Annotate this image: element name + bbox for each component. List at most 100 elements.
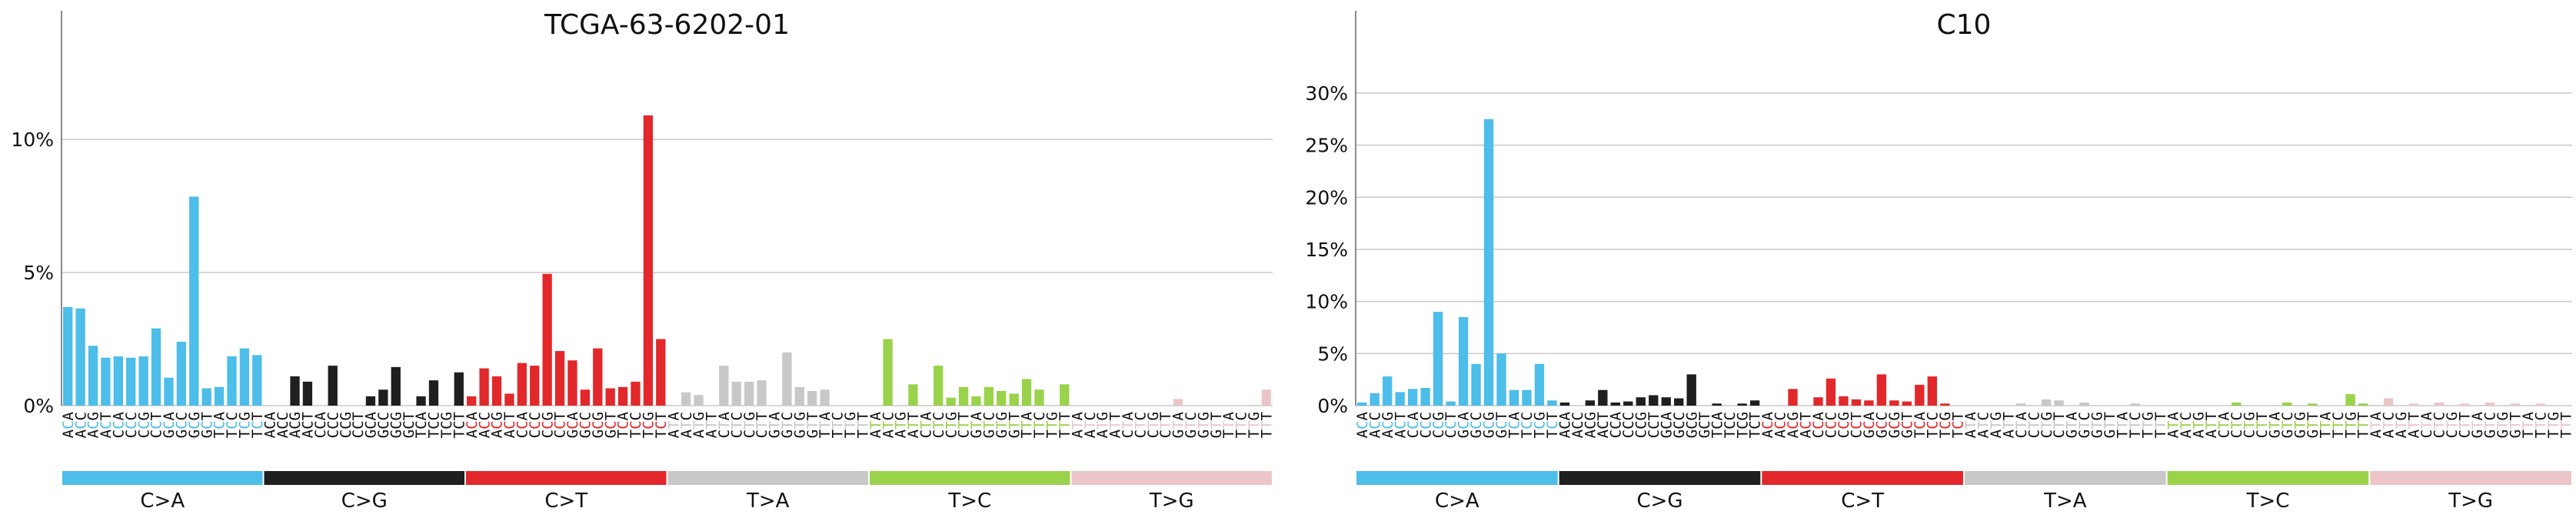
- x-tick-label: CCT: [1646, 412, 1662, 438]
- bar: [1674, 398, 1684, 406]
- bar: [1060, 384, 1070, 406]
- bar: [782, 352, 792, 406]
- y-tick-label: 10%: [11, 129, 54, 151]
- x-tick-label: ACA: [464, 411, 481, 438]
- chart-title: TCGA-63-6202-01: [544, 9, 790, 41]
- bar: [1610, 402, 1621, 406]
- y-tick-label: 0%: [1317, 395, 1348, 417]
- x-tick-label: TTA: [1019, 411, 1036, 438]
- bar: [731, 381, 741, 406]
- x-tick-label: GTA: [2469, 411, 2486, 438]
- x-tick-label: CCT: [1849, 412, 1865, 438]
- x-tick-label: CTC: [728, 412, 745, 438]
- bar: [530, 366, 540, 406]
- x-tick-label: CTA: [1120, 411, 1137, 438]
- x-tick-label: TCG: [237, 412, 254, 438]
- x-tick-label: ATG: [1094, 412, 1111, 438]
- bar: [908, 384, 918, 406]
- x-tick-label: GTG: [791, 412, 808, 438]
- x-tick-label: GTG: [2494, 412, 2511, 438]
- x-tick-label: CTT: [2254, 412, 2271, 438]
- x-tick-label: TCT: [1949, 412, 1966, 438]
- bar: [2015, 403, 2026, 406]
- x-tick-label: TTC: [2127, 412, 2144, 438]
- x-tick-label: GTA: [1170, 411, 1187, 438]
- bar: [593, 348, 603, 406]
- x-tick-label: TCA: [615, 411, 632, 438]
- y-tick-label: 20%: [1305, 186, 1348, 209]
- x-tick-label: ACT: [501, 412, 518, 438]
- x-tick-label: CCT: [552, 412, 569, 438]
- bar: [1395, 392, 1405, 406]
- bar: [1433, 312, 1443, 406]
- x-tick-label: TTC: [830, 412, 847, 438]
- x-tick-label: GCA: [1658, 411, 1675, 438]
- x-tick-label: TCA: [1506, 411, 1523, 438]
- bar: [1261, 389, 1271, 406]
- bar: [1522, 389, 1532, 406]
- x-tick-label: ACG: [489, 412, 506, 438]
- bar: [2510, 403, 2521, 406]
- bar: [391, 366, 401, 406]
- mutation-band: [62, 471, 263, 485]
- bar: [1661, 397, 1671, 406]
- mutation-band: [870, 471, 1070, 485]
- bar: [807, 390, 817, 406]
- x-tick-label: TCC: [224, 412, 241, 438]
- mutation-type-label: C>A: [140, 490, 185, 513]
- bar: [1851, 399, 1862, 406]
- bar: [1547, 400, 1557, 406]
- x-tick-label: TTA: [2115, 411, 2132, 438]
- x-tick-label: GCC: [577, 412, 594, 438]
- x-tick-label: CTC: [930, 412, 947, 438]
- bar: [1009, 393, 1019, 406]
- y-tick-label: 5%: [23, 262, 54, 284]
- x-tick-label: GTA: [767, 411, 784, 438]
- x-tick-label: ACC: [1366, 412, 1383, 438]
- x-tick-label: TTT: [2355, 412, 2372, 438]
- x-tick-label: GCG: [186, 412, 203, 438]
- x-tick-label: ATT: [704, 412, 721, 438]
- bar: [302, 381, 313, 406]
- bar: [1940, 403, 1950, 406]
- x-tick-label: CCG: [135, 412, 152, 438]
- x-tick-label: TTC: [1031, 412, 1048, 438]
- x-tick-label: TTG: [1044, 412, 1061, 438]
- bar: [2383, 398, 2394, 406]
- bar: [365, 396, 376, 406]
- x-tick-label: GCA: [363, 411, 380, 438]
- x-tick-label: CTA: [2418, 411, 2435, 438]
- bar: [1173, 399, 1183, 406]
- x-tick-label: TCA: [1912, 411, 1929, 438]
- x-tick-label: GTT: [1208, 412, 1225, 438]
- bar: [2282, 402, 2292, 406]
- x-tick-label: CCC: [1620, 412, 1637, 438]
- mutation-type-label: T>C: [2246, 490, 2290, 513]
- x-tick-label: ACG: [1785, 412, 1802, 438]
- x-tick-label: TTA: [817, 411, 834, 438]
- x-tick-label: ATT: [2000, 412, 2017, 438]
- bar: [1559, 402, 1570, 406]
- x-tick-label: TTA: [1220, 411, 1237, 438]
- bar: [1598, 389, 1608, 406]
- x-tick-label: TCT: [1747, 412, 1764, 438]
- bar: [227, 356, 237, 406]
- mutation-band: [1356, 471, 1558, 485]
- x-tick-label: TTG: [2342, 412, 2359, 438]
- bar: [63, 307, 73, 406]
- x-tick-label: ATA: [867, 411, 884, 438]
- x-tick-label: TCA: [413, 411, 430, 438]
- x-tick-label: TTG: [2140, 412, 2157, 438]
- x-tick-label: CTC: [2025, 412, 2042, 438]
- bar: [997, 390, 1007, 406]
- x-tick-label: ACA: [1354, 411, 1371, 438]
- x-tick-label: CTA: [917, 411, 934, 438]
- x-tick-label: CCT: [148, 412, 165, 438]
- x-tick-label: CCC: [1823, 412, 1840, 438]
- mutation-type-label: T>C: [947, 490, 991, 513]
- bar: [2079, 402, 2089, 406]
- bar: [1876, 374, 1887, 406]
- bar: [151, 328, 161, 406]
- x-tick-label: TCG: [1937, 412, 1954, 438]
- bar: [1686, 374, 1696, 406]
